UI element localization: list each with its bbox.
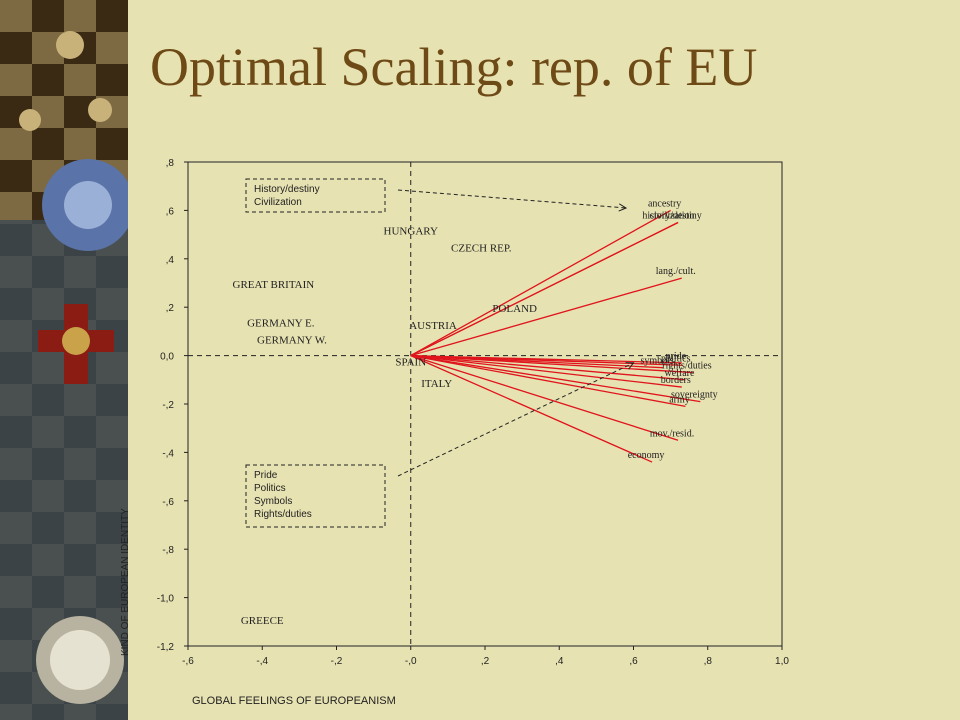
vector-line: [410, 221, 679, 357]
vector-label: borders: [661, 375, 691, 386]
y-tick-label: -,2: [162, 400, 174, 411]
country-label: GERMANY W.: [257, 335, 327, 347]
vector-line: [410, 354, 679, 441]
country-label: GREAT BRITAIN: [233, 279, 315, 291]
country-label: HUNGARY: [384, 226, 438, 238]
y-tick-label: -1,2: [157, 642, 175, 653]
country-label: SPAIN: [395, 356, 426, 368]
country-label: CZECH REP.: [451, 243, 512, 255]
vector-line: [410, 354, 682, 388]
country-label: GERMANY E.: [247, 318, 315, 330]
x-tick-label: ,2: [481, 656, 490, 667]
group-box-text: Politics: [254, 483, 286, 494]
x-tick-label: ,6: [629, 656, 638, 667]
y-tick-label: ,4: [166, 255, 175, 266]
group-box-text: Pride: [254, 470, 278, 481]
vector-label: symbols: [641, 356, 674, 367]
y-tick-label: -1,0: [157, 594, 175, 605]
group-box: [245, 178, 386, 213]
y-axis-label: KIND OF EUROPEAN IDENTITY: [120, 508, 131, 656]
country-label: ITALY: [421, 378, 452, 390]
vector-line: [410, 354, 686, 381]
group-arrow-line: [397, 189, 627, 209]
group-arrow-head: [618, 203, 628, 212]
y-tick-label: 0,0: [160, 352, 174, 363]
x-tick-label: ,8: [704, 656, 713, 667]
vector-label: pride: [665, 351, 686, 362]
vector-label: welfare: [664, 368, 695, 379]
decorative-side-image: [0, 0, 128, 720]
vector-line: [410, 354, 701, 403]
group-box-text: Symbols: [254, 496, 292, 507]
group-arrow-head: [625, 362, 635, 370]
country-label: AUSTRIA: [409, 320, 457, 332]
group-arrow-line: [397, 362, 634, 477]
vector-label: army: [669, 394, 690, 405]
vector-label: rights/duties: [662, 361, 712, 372]
y-tick-label: -,4: [162, 448, 174, 459]
country-label: GREECE: [241, 615, 284, 627]
vector-label: economy: [628, 450, 665, 461]
vector-label: ancestry: [648, 198, 681, 209]
vector-label: civilization: [650, 211, 695, 222]
vector-line: [410, 354, 686, 408]
x-tick-label: -,2: [331, 656, 343, 667]
x-tick-label: -,6: [182, 656, 194, 667]
vector-label: sovereignty: [671, 390, 718, 401]
vector-line: [410, 355, 653, 463]
button-ornament-icon: [56, 31, 84, 59]
y-tick-label: -,6: [162, 497, 174, 508]
y-tick-label: ,6: [166, 206, 175, 217]
y-tick-label: ,2: [166, 303, 175, 314]
country-label: POLAND: [492, 303, 537, 315]
slide-title: Optimal Scaling: rep. of EU: [150, 37, 758, 97]
vector-label: politics: [661, 353, 691, 364]
y-tick-label: -,8: [162, 545, 174, 556]
y-tick-label: ,8: [166, 158, 175, 169]
x-tick-label: ,4: [555, 656, 564, 667]
x-axis-label: GLOBAL FEELINGS OF EUROPEANISM: [192, 695, 396, 707]
vector-line: [410, 277, 682, 357]
plot-frame: [187, 161, 783, 647]
group-box-text: Civilization: [254, 197, 302, 208]
group-box: [245, 464, 386, 528]
group-box-text: History/destiny: [254, 184, 320, 195]
x-tick-label: -,4: [256, 656, 268, 667]
vector-label: history/destiny: [642, 211, 701, 222]
x-tick-label: 1,0: [775, 656, 789, 667]
x-tick-label: -,0: [405, 656, 417, 667]
vector-label: mov./resid.: [650, 428, 694, 439]
vector-line: [410, 209, 671, 357]
group-box-text: Rights/duties: [254, 509, 312, 520]
vector-label: lang./cult.: [656, 266, 696, 277]
cross-medal-icon: [38, 304, 114, 384]
vector-line: [410, 354, 693, 374]
